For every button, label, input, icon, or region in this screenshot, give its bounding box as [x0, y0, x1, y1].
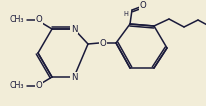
Text: O: O [36, 15, 42, 24]
Text: H: H [124, 11, 128, 17]
Text: N: N [71, 73, 77, 82]
Text: N: N [71, 24, 77, 33]
Text: CH₃: CH₃ [9, 82, 24, 91]
Text: O: O [100, 38, 106, 47]
Text: CH₃: CH₃ [9, 15, 24, 24]
Text: O: O [140, 1, 146, 10]
Text: O: O [36, 82, 42, 91]
